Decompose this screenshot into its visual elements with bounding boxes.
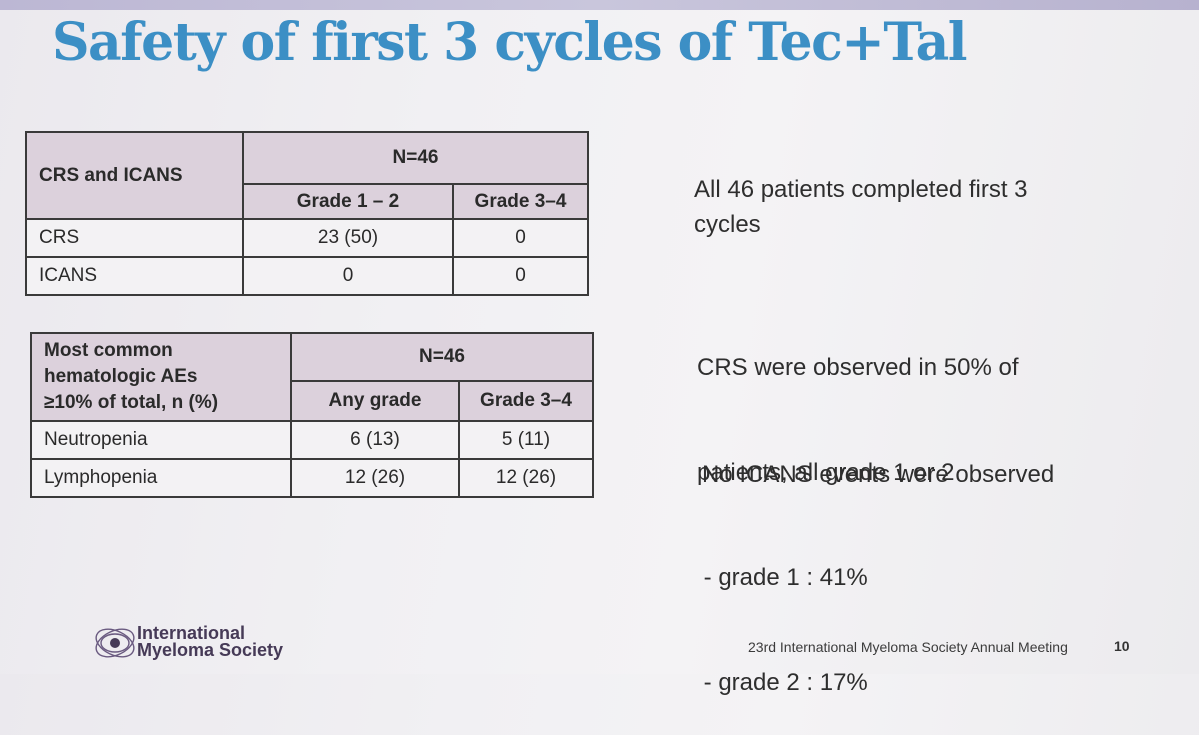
table-row: CRS 23 (50) 0 [25,218,589,258]
note-line: patients, all grade 1 or 2 [697,459,955,486]
table1-col-grade34: Grade 3–4 [452,183,589,220]
table2-cell: 12 (26) [290,458,460,498]
table2-corner-line: hematologic AEs [44,366,198,387]
ims-logo-text: International Myeloma Society [137,623,284,660]
note-icans: No ICANS events were observed [702,461,1055,488]
table1-row-label: CRS [25,218,244,258]
table2-corner: Most common hematologic AEs ≥10% of tota… [30,332,292,422]
hematologic-ae-table: Most common hematologic AEs ≥10% of tota… [30,332,594,498]
table1-corner: CRS and ICANS [25,131,244,220]
table1-cell: 0 [242,256,454,296]
page-number: 10 [1114,638,1130,654]
note-line: cycles [694,211,761,238]
note-crs: CRS were observed in 50% of patients, al… [697,280,1019,735]
table1-col-grade12: Grade 1 – 2 [242,183,454,220]
note-line: CRS were observed in 50% of [697,354,1019,381]
top-accent-bar [0,0,1199,10]
table2-col-grade34: Grade 3–4 [458,380,594,422]
table2-cell: 5 (11) [458,420,594,460]
table1-row-label: ICANS [25,256,244,296]
table-row: Lymphopenia 12 (26) 12 (26) [30,458,594,498]
table1-group-header: N=46 [242,131,589,185]
note-line: All 46 patients completed first 3 [694,176,1028,203]
table2-cell: 6 (13) [290,420,460,460]
table2-row-label: Lymphopenia [30,458,292,498]
logo-line: Myeloma Society [137,640,284,660]
table2-row-label: Neutropenia [30,420,292,460]
table1-cell: 0 [452,256,589,296]
table2-col-any: Any grade [290,380,460,422]
table2-cell: 12 (26) [458,458,594,498]
table2-corner-line: ≥10% of total, n (%) [44,392,219,413]
table-row: Neutropenia 6 (13) 5 (11) [30,420,594,460]
table2-corner-line: Most common [44,340,173,361]
table1-cell: 0 [452,218,589,258]
table1-cell: 23 (50) [242,218,454,258]
meeting-name: 23rd International Myeloma Society Annua… [748,639,1068,655]
note-line: - grade 1 : 41% [697,564,868,591]
logo-line: International [137,623,246,643]
note-completed: All 46 patients completed first 3 cycles [694,172,1028,242]
ims-logo-icon [95,628,135,658]
note-line: - grade 2 : 17% [697,669,868,696]
table2-group-header: N=46 [290,332,594,382]
table-row: ICANS 0 0 [25,256,589,296]
crs-icans-table: CRS and ICANS N=46 Grade 1 – 2 Grade 3–4… [25,131,589,296]
slide-title: Safety of first 3 cycles of Tec+Tal [52,12,968,73]
